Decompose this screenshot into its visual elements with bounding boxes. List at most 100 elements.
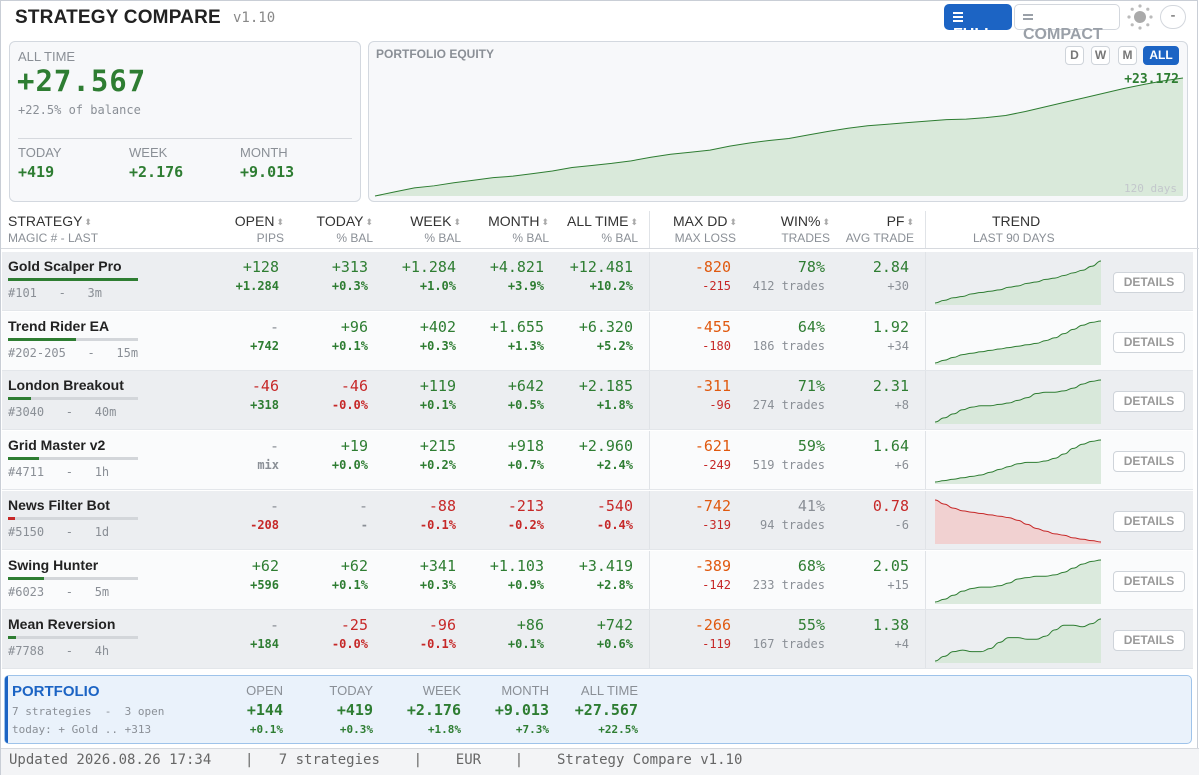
- trend-line: [934, 559, 1102, 602]
- col-pf[interactable]: PF ⬍: [887, 213, 914, 229]
- details-button[interactable]: DETAILS: [1113, 630, 1185, 652]
- cell-maxdd: -455: [694, 317, 731, 336]
- view-compact-button[interactable]: COMPACT: [1014, 4, 1120, 43]
- cell-open: -: [269, 437, 279, 456]
- range-w-button[interactable]: W: [1091, 46, 1110, 65]
- portfolio-today-label: TODAY: [329, 683, 373, 698]
- cell-month2: +1.3%: [507, 338, 544, 353]
- table-row[interactable]: London Breakout #3040 - 40m -46 +318 -46 -0.0…: [2, 371, 1193, 431]
- summary-month-label: MONTH: [240, 145, 288, 160]
- portfolio-today-pct: +0.3%: [339, 723, 373, 736]
- portfolio-today-value: +419: [336, 701, 373, 719]
- cell-maxloss: -119: [702, 637, 731, 652]
- status-bar: Updated 2026.08.26 17:34 | 7 strategies …: [1, 748, 1199, 775]
- column-divider: [925, 610, 926, 669]
- trend-sparkline: [934, 379, 1102, 425]
- cell-maxdd: -820: [694, 258, 731, 276]
- portfolio-all-label: ALL TIME: [580, 683, 638, 698]
- theme-toggle-button[interactable]: [1125, 3, 1155, 31]
- table-row[interactable]: News Filter Bot #5150 - 1d - -208 - - -88 -0.1%…: [2, 490, 1193, 550]
- col-win-sub: TRADES: [781, 231, 830, 245]
- minimize-button[interactable]: -: [1160, 5, 1186, 29]
- portfolio-week-value: +2.176: [406, 701, 461, 719]
- details-button[interactable]: DETAILS: [1113, 272, 1185, 293]
- table-row[interactable]: Mean Reversion #7788 - 4h - +184 -25 -0.0% -96…: [2, 610, 1193, 670]
- col-strategy[interactable]: STRATEGY ⬍: [8, 213, 92, 229]
- column-divider: [649, 550, 650, 609]
- col-alltime[interactable]: ALL TIME ⬍: [567, 213, 638, 229]
- cell-all2: +10.2%: [589, 279, 633, 293]
- cell-open: -46: [251, 377, 279, 396]
- portfolio-open-value: +144: [246, 701, 283, 719]
- col-week[interactable]: WEEK ⬍: [410, 213, 461, 229]
- equity-period: 120 days: [1124, 182, 1177, 195]
- cell-winrate: 71%: [797, 377, 825, 396]
- details-button[interactable]: DETAILS: [1113, 510, 1185, 532]
- table-row[interactable]: Trend Rider EA #202-205 - 15m - +742 +96 +0.1…: [2, 311, 1193, 371]
- portfolio-month-pct: +7.3%: [515, 723, 549, 736]
- details-button[interactable]: DETAILS: [1113, 451, 1185, 473]
- trend-line: [934, 379, 1102, 423]
- cell-month2: +0.7%: [507, 458, 544, 473]
- column-divider: [649, 211, 650, 248]
- col-win-label: WIN%: [780, 213, 821, 229]
- table-row[interactable]: Gold Scalper Pro #101 - 3m +128 +1.284 +313 +…: [2, 252, 1193, 311]
- portfolio-all-pct: +22.5%: [598, 723, 638, 736]
- strategy-weight-fill: [8, 636, 16, 640]
- strategy-weight-fill: [8, 337, 76, 341]
- cell-winrate: 55%: [797, 616, 825, 635]
- col-month[interactable]: MONTH ⬍: [488, 213, 549, 229]
- cell-today2: +0.3%: [331, 279, 368, 293]
- portfolio-month-value: +9.013: [494, 701, 549, 719]
- cell-all: +2.960: [578, 437, 633, 456]
- strategy-weight-fill: [8, 516, 15, 520]
- details-button[interactable]: DETAILS: [1113, 391, 1185, 413]
- cell-pf: 1.64: [872, 437, 909, 456]
- strategy-weight-fill: [8, 576, 45, 580]
- column-divider: [925, 431, 926, 490]
- cell-month: +4.821: [489, 258, 544, 276]
- details-button[interactable]: DETAILS: [1113, 570, 1185, 592]
- app-version: v1.10: [233, 10, 276, 26]
- col-win[interactable]: WIN% ⬍: [781, 213, 830, 229]
- details-button[interactable]: DETAILS: [1113, 331, 1185, 353]
- trend-area: [935, 320, 1101, 365]
- summary-panel: ALL TIME +27.567 +22.5% of balance TODAY…: [9, 41, 361, 202]
- equity-end-value: +23.172: [1124, 72, 1179, 87]
- range-d-button[interactable]: D: [1065, 46, 1084, 65]
- sort-icon: ⬍: [729, 217, 737, 227]
- cell-open2: +1.284: [235, 279, 279, 293]
- range-all-button[interactable]: ALL: [1143, 46, 1179, 65]
- col-open-sub: PIPS: [256, 231, 284, 245]
- cell-avg-trade: +30: [887, 279, 909, 293]
- table-row[interactable]: Swing Hunter #6023 - 5m +62 +596 +62 +0.1% +34…: [2, 550, 1193, 610]
- table-row[interactable]: Grid Master v2 #4711 - 1h - mix +19 +0.0% +215…: [2, 431, 1193, 491]
- cell-today: -25: [340, 616, 368, 635]
- cell-today2: +0.1%: [331, 338, 368, 353]
- view-full-button[interactable]: FULL: [944, 4, 1012, 43]
- col-today-label: TODAY: [316, 213, 364, 229]
- cell-avg-trade: +6: [894, 458, 909, 473]
- portfolio-open-pct: +0.1%: [249, 723, 283, 736]
- col-today[interactable]: TODAY ⬍: [317, 213, 373, 229]
- column-divider: [649, 490, 650, 549]
- strategy-weight-bar: [8, 457, 138, 461]
- cell-week: +402: [419, 317, 456, 336]
- cell-week2: +1.0%: [419, 279, 456, 293]
- cell-today2: +0.1%: [331, 577, 368, 592]
- col-alltime-label: ALL TIME: [566, 213, 629, 229]
- sort-icon: ⬍: [906, 217, 914, 227]
- col-open-label: OPEN: [234, 213, 275, 229]
- trend-sparkline: [934, 260, 1102, 305]
- col-pf-label: PF: [886, 213, 905, 229]
- range-m-button[interactable]: M: [1118, 46, 1137, 65]
- cell-month2: +0.5%: [507, 398, 544, 413]
- cell-winrate: 64%: [797, 317, 825, 336]
- cell-all: -540: [596, 496, 633, 515]
- portfolio-line2: today: + Gold .. +313: [12, 723, 152, 736]
- sort-icon: ⬍: [84, 217, 92, 227]
- summary-today: TODAY +419: [18, 145, 62, 181]
- col-maxdd[interactable]: MAX DD ⬍: [673, 213, 737, 229]
- col-open[interactable]: OPEN ⬍: [235, 213, 284, 229]
- cell-trades: 274 trades: [752, 398, 825, 413]
